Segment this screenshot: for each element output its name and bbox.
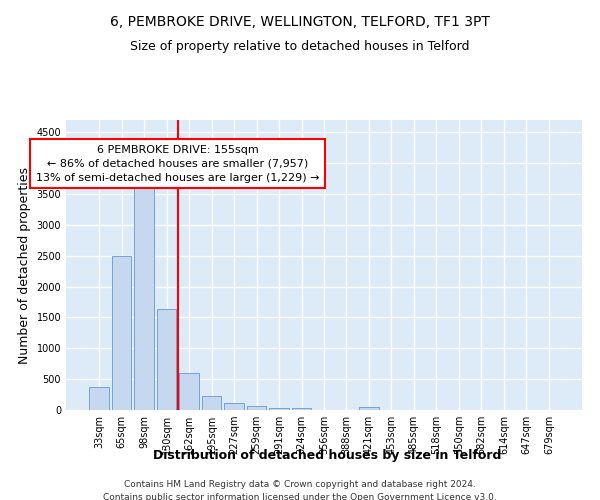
Bar [224,403,244,410]
Bar [157,309,176,410]
Text: 6 PEMBROKE DRIVE: 155sqm
← 86% of detached houses are smaller (7,957)
13% of sem: 6 PEMBROKE DRIVE: 155sqm ← 86% of detach… [36,144,320,182]
Text: Contains public sector information licensed under the Open Government Licence v3: Contains public sector information licen… [103,492,497,500]
Bar [202,396,221,410]
Text: 6, PEMBROKE DRIVE, WELLINGTON, TELFORD, TF1 3PT: 6, PEMBROKE DRIVE, WELLINGTON, TELFORD, … [110,15,490,29]
Bar [247,406,266,410]
Bar [292,408,311,410]
Text: Size of property relative to detached houses in Telford: Size of property relative to detached ho… [130,40,470,53]
Bar [112,256,131,410]
Text: Contains HM Land Registry data © Crown copyright and database right 2024.: Contains HM Land Registry data © Crown c… [124,480,476,489]
Bar [179,373,199,410]
Bar [269,408,289,410]
Bar [89,387,109,410]
Bar [134,178,154,410]
Text: Distribution of detached houses by size in Telford: Distribution of detached houses by size … [153,448,501,462]
Bar [359,406,379,410]
Y-axis label: Number of detached properties: Number of detached properties [18,166,31,364]
